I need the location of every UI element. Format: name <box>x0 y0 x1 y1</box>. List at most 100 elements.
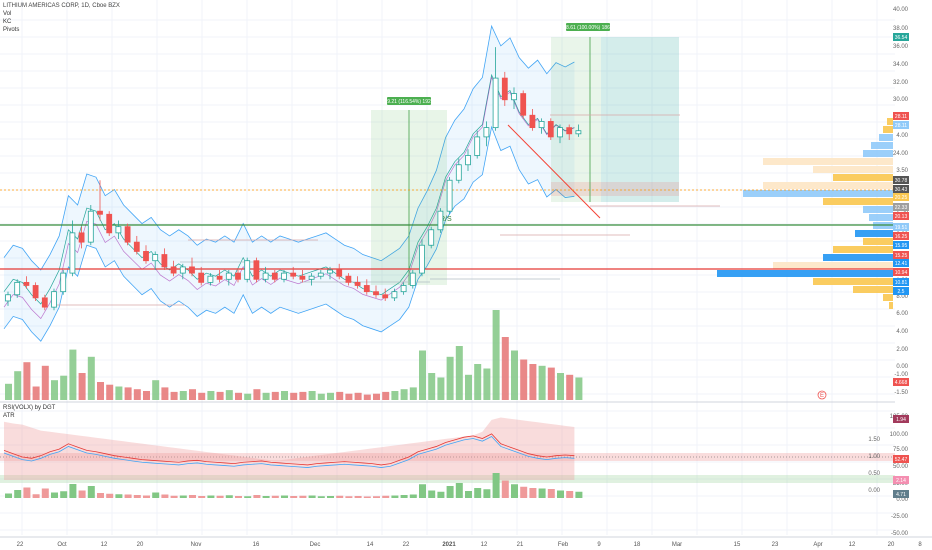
volume-bar <box>308 391 316 400</box>
profile-bar <box>855 230 893 237</box>
candle-body <box>225 272 232 280</box>
atr-bar <box>400 495 408 498</box>
volume-bar <box>69 349 77 400</box>
atr-bar <box>520 486 528 498</box>
volume-bar <box>152 380 160 400</box>
candle-body <box>363 285 370 293</box>
indicator-vol[interactable]: Vol <box>3 11 12 17</box>
candle-body <box>345 275 352 283</box>
rs-label: R/S <box>440 216 452 223</box>
volume-bar <box>170 391 178 400</box>
osc-tick: 0.00 <box>896 497 908 503</box>
volume-bar <box>511 350 518 400</box>
volume-bar <box>520 359 528 400</box>
time-tick: Dec <box>310 542 321 548</box>
price-tag-label: 4.71 <box>896 492 906 498</box>
time-tick: 15 <box>734 542 741 548</box>
candle-body <box>317 272 324 277</box>
price-tag <box>893 212 909 220</box>
candle-body <box>575 130 582 135</box>
candle-body <box>400 285 407 293</box>
price-tag-label: 10.81 <box>895 280 908 286</box>
volume-bar <box>216 391 224 400</box>
horizontal-lines <box>0 114 895 306</box>
atr-bar <box>32 494 40 498</box>
atr-bar <box>575 491 583 498</box>
candle-body <box>253 260 260 280</box>
rsi-pane <box>0 417 895 498</box>
time-tick: 20 <box>137 542 144 548</box>
candle-body <box>501 77 508 101</box>
measure-label-2: 18.61 (100.00%) 1861 <box>563 25 613 31</box>
atr-bar <box>189 495 196 498</box>
candle-body <box>143 251 149 262</box>
moving-average <box>3 76 575 320</box>
rsi-indicator-label[interactable]: RSI(VOLX) by DGT <box>3 405 56 411</box>
symbol-title[interactable]: LITHIUM AMERICAS CORP, 1D, Cboe BZX <box>3 3 120 9</box>
atr-bar <box>419 484 426 498</box>
price-tag <box>893 259 909 267</box>
volume-bar <box>446 356 454 400</box>
profile-bar <box>813 166 893 173</box>
atr-bar <box>299 495 307 498</box>
price-tag <box>893 203 909 211</box>
volume-bar <box>5 383 12 400</box>
atr-bar <box>455 483 463 498</box>
atr-bar <box>87 486 95 498</box>
candle-body <box>308 275 315 280</box>
price-axis[interactable]: 40.0038.0036.0034.0032.0030.004.504.0024… <box>868 0 932 550</box>
atr-bar <box>428 490 436 498</box>
profile-bar <box>813 278 893 285</box>
time-tick: 9 <box>597 542 601 548</box>
profile-bar <box>883 126 893 133</box>
indicator-kc[interactable]: KC <box>3 19 12 25</box>
candle-body <box>152 254 159 262</box>
indicator-pivots[interactable]: Pivots <box>3 27 20 33</box>
osc-tick-small: 1.00 <box>868 454 880 460</box>
atr-bar <box>262 496 270 498</box>
stop-zone <box>551 182 679 196</box>
volume-bar <box>133 389 141 400</box>
price-tag <box>893 112 909 120</box>
price-tag-label: 28.11 <box>895 114 907 120</box>
volume-bar <box>290 392 298 400</box>
time-axis[interactable]: 22 Oct 12 20 Nov 16 Dec 14 22 2021 12 21 Feb 9 18 Mar 15… <box>0 536 932 548</box>
atr-bar <box>253 495 261 498</box>
time-tick: Feb <box>558 542 569 548</box>
candle-body <box>419 244 425 274</box>
atr-bar <box>235 496 242 498</box>
candle-body <box>133 241 140 252</box>
profile-bar <box>863 206 893 213</box>
price-tag-label: 20.13 <box>895 214 908 220</box>
volatility-area <box>4 417 575 480</box>
candle-body <box>391 291 398 299</box>
profile-bar <box>863 150 893 157</box>
atr-bar <box>14 490 22 498</box>
price-tag-label: 12.41 <box>895 261 908 267</box>
price-tag <box>893 490 909 498</box>
profile-bar <box>763 182 893 189</box>
price-tag <box>893 241 909 249</box>
chart-legend: LITHIUM AMERICAS CORP, 1D, Cboe BZX Vol … <box>3 2 120 34</box>
atr-indicator-label[interactable]: ATR <box>3 413 15 419</box>
atr-bar <box>152 492 160 498</box>
price-tag-label: 4.668 <box>895 380 908 386</box>
volume-bar <box>207 391 215 400</box>
candle-body <box>382 294 389 299</box>
osc-tick-small: 1.50 <box>868 437 880 443</box>
volume-bar <box>327 392 334 400</box>
candle-body <box>465 155 471 166</box>
time-tick: 21 <box>517 542 524 548</box>
price-tag-label: 30.78 <box>895 178 908 184</box>
time-tick: 16 <box>253 542 260 548</box>
price-tick: 30.00 <box>893 97 909 103</box>
price-tag <box>893 176 909 184</box>
candle-body <box>14 281 21 296</box>
candle-body <box>327 269 333 274</box>
atr-bar <box>60 491 68 498</box>
candle-body <box>87 210 94 243</box>
atr-bar <box>336 495 344 498</box>
time-tick: 12 <box>101 542 108 548</box>
candle-body <box>538 121 545 129</box>
